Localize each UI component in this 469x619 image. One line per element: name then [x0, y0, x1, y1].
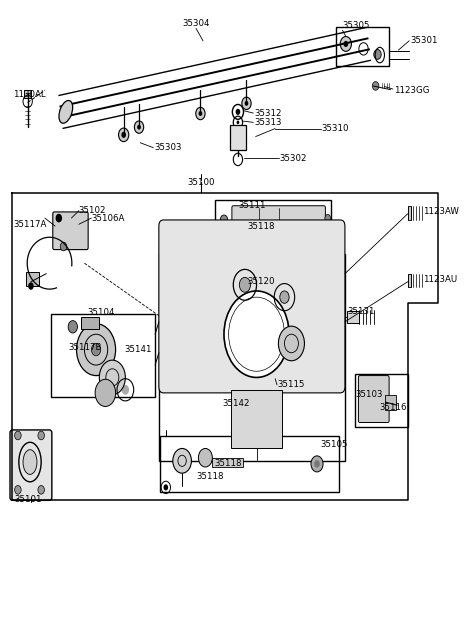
Circle shape — [121, 385, 129, 395]
Circle shape — [372, 82, 379, 90]
Circle shape — [121, 132, 126, 138]
Bar — [51, 314, 155, 397]
FancyBboxPatch shape — [10, 430, 52, 500]
Text: 35115: 35115 — [278, 380, 305, 389]
Circle shape — [99, 360, 125, 395]
Circle shape — [28, 282, 34, 290]
Circle shape — [91, 344, 101, 356]
Text: 35101: 35101 — [14, 495, 41, 504]
Text: 35102: 35102 — [79, 206, 106, 215]
Circle shape — [343, 41, 348, 47]
Text: 35301: 35301 — [410, 37, 438, 45]
Bar — [159, 254, 345, 461]
FancyBboxPatch shape — [159, 220, 345, 393]
Text: 35100: 35100 — [187, 178, 214, 187]
Text: 1123AW: 1123AW — [423, 207, 459, 217]
Text: 1130AL: 1130AL — [13, 90, 46, 99]
Text: 35142: 35142 — [222, 399, 250, 408]
Circle shape — [95, 379, 115, 407]
Bar — [347, 311, 359, 323]
Circle shape — [137, 124, 141, 129]
Circle shape — [325, 214, 331, 222]
Text: 35312: 35312 — [254, 108, 282, 118]
FancyBboxPatch shape — [232, 206, 325, 251]
Bar — [81, 317, 99, 329]
Bar — [336, 27, 389, 66]
Text: 35111: 35111 — [238, 201, 265, 210]
Bar — [26, 272, 39, 286]
Text: 35104: 35104 — [87, 308, 114, 317]
Circle shape — [311, 456, 323, 472]
Text: 35302: 35302 — [280, 154, 307, 163]
Text: 35303: 35303 — [154, 143, 182, 152]
Circle shape — [196, 107, 205, 119]
Circle shape — [76, 324, 115, 376]
Bar — [386, 395, 396, 410]
Bar — [355, 374, 408, 427]
Circle shape — [198, 448, 212, 467]
Circle shape — [220, 215, 228, 225]
Ellipse shape — [59, 100, 73, 123]
Circle shape — [325, 225, 331, 233]
Text: 35117A: 35117A — [13, 220, 46, 229]
Circle shape — [325, 236, 331, 244]
Text: 35118: 35118 — [196, 472, 224, 481]
Circle shape — [38, 485, 45, 494]
Bar — [408, 274, 411, 287]
Circle shape — [242, 97, 251, 110]
FancyBboxPatch shape — [53, 212, 88, 249]
Circle shape — [38, 431, 45, 440]
Circle shape — [245, 101, 249, 106]
Circle shape — [280, 291, 289, 303]
Bar — [408, 206, 411, 220]
Circle shape — [314, 460, 320, 467]
Circle shape — [119, 128, 129, 142]
Text: 1123AU: 1123AU — [423, 275, 457, 284]
Text: 35118: 35118 — [215, 459, 242, 469]
Text: 35105: 35105 — [321, 439, 348, 449]
Circle shape — [164, 484, 168, 490]
Text: 35120: 35120 — [247, 277, 275, 285]
Circle shape — [135, 121, 144, 133]
Bar — [24, 90, 31, 98]
Circle shape — [374, 50, 381, 59]
Text: 35305: 35305 — [342, 21, 370, 30]
Circle shape — [322, 353, 331, 365]
Bar — [231, 390, 282, 448]
Circle shape — [173, 448, 191, 473]
Circle shape — [340, 37, 351, 51]
Text: 35313: 35313 — [254, 118, 282, 127]
Text: 35116: 35116 — [380, 402, 407, 412]
Bar — [160, 436, 340, 491]
Circle shape — [279, 326, 304, 361]
Text: 35103: 35103 — [355, 390, 383, 399]
Text: 35304: 35304 — [182, 19, 210, 28]
Text: 35131: 35131 — [347, 308, 375, 316]
Text: 1123GG: 1123GG — [394, 86, 429, 95]
Text: 35141: 35141 — [124, 345, 151, 354]
Text: 35106A: 35106A — [91, 214, 125, 223]
Ellipse shape — [23, 449, 37, 474]
Circle shape — [198, 111, 202, 116]
Text: 35310: 35310 — [322, 124, 349, 133]
Circle shape — [60, 242, 67, 251]
Circle shape — [68, 321, 77, 333]
Bar — [229, 126, 246, 150]
Circle shape — [56, 214, 62, 222]
Text: 35118: 35118 — [247, 222, 275, 232]
Circle shape — [224, 291, 289, 378]
Circle shape — [15, 485, 21, 494]
Bar — [215, 199, 331, 254]
Circle shape — [239, 277, 250, 292]
FancyBboxPatch shape — [358, 376, 389, 423]
Text: 35117B: 35117B — [68, 344, 102, 352]
Circle shape — [235, 109, 240, 115]
Circle shape — [15, 431, 21, 440]
Circle shape — [236, 121, 239, 124]
Bar — [212, 457, 242, 467]
